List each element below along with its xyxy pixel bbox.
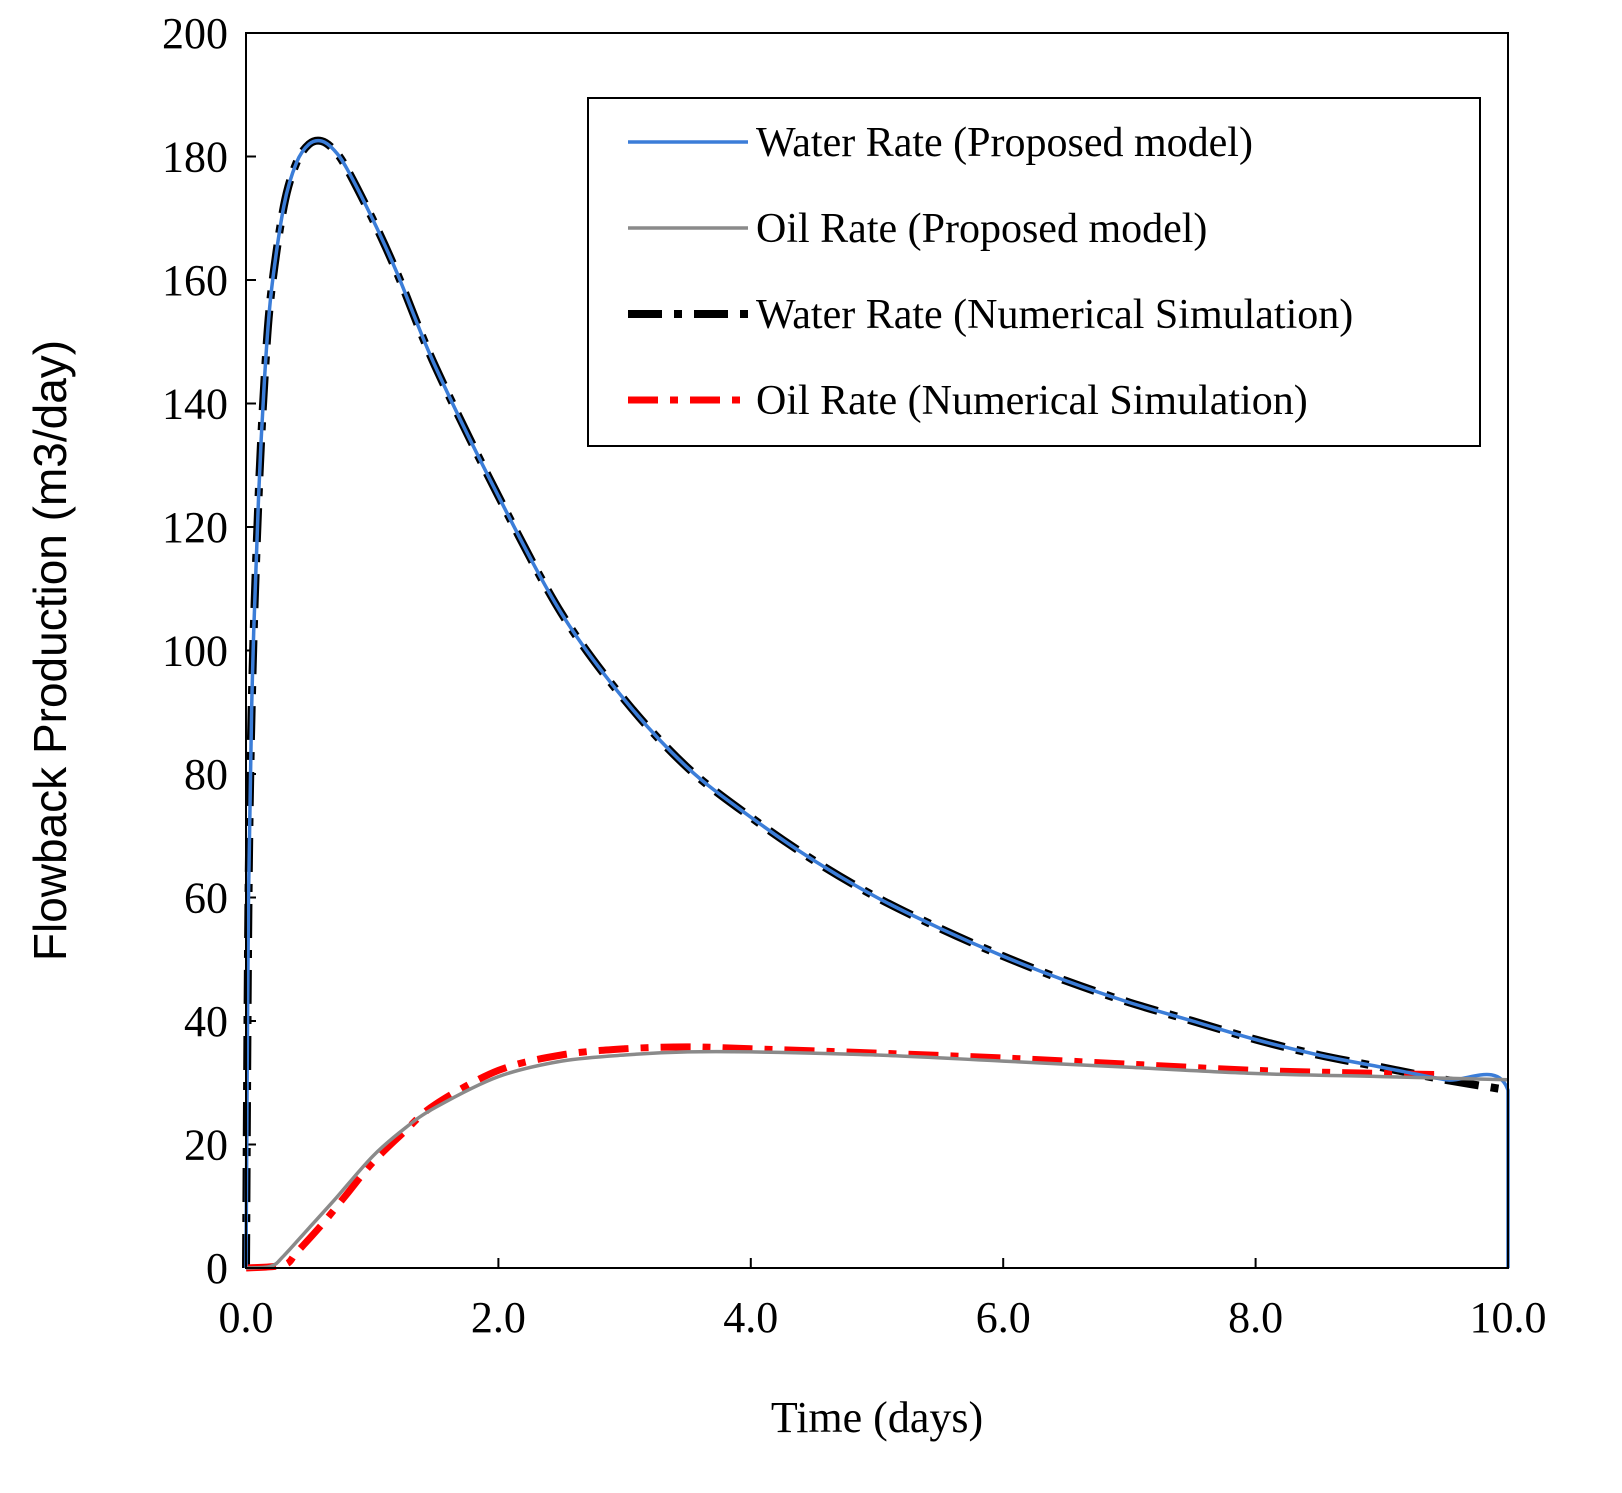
series-line-3 xyxy=(245,1043,1445,1272)
plot-frame xyxy=(245,32,1509,1269)
y-tick-label: 160 xyxy=(162,256,228,305)
legend-label-3: Oil Rate (Numerical Simulation) xyxy=(756,378,1308,424)
x-tick-label: 10.0 xyxy=(1470,1293,1547,1342)
y-tick-label: 20 xyxy=(184,1121,228,1170)
legend-label-0: Water Rate (Proposed model) xyxy=(756,120,1253,166)
x-tick-label: 0.0 xyxy=(219,1293,274,1342)
x-tick-label: 2.0 xyxy=(471,1293,526,1342)
x-tick-label: 6.0 xyxy=(976,1293,1031,1342)
y-tick-label: 200 xyxy=(162,9,228,58)
y-tick-label: 120 xyxy=(162,503,228,552)
legend-label-1: Oil Rate (Proposed model) xyxy=(756,206,1207,252)
axis-ticks: 0 20 40 60 80 100 120 140 160 180 200 0.0 2.0 4.0 6.0 8… xyxy=(162,9,1547,1342)
y-tick-label: 0 xyxy=(206,1244,228,1293)
y-tick-label: 180 xyxy=(162,133,228,182)
legend-label-2: Water Rate (Numerical Simulation) xyxy=(756,292,1353,338)
y-tick-label: 80 xyxy=(184,750,228,799)
x-axis-title: Time (days) xyxy=(771,1393,983,1442)
x-tick-label: 8.0 xyxy=(1228,1293,1283,1342)
legend-box xyxy=(587,97,1481,447)
y-tick-label: 40 xyxy=(184,997,228,1046)
x-tick-label: 4.0 xyxy=(723,1293,778,1342)
y-tick-label: 140 xyxy=(162,380,228,429)
series-line-1 xyxy=(245,1049,1509,1270)
series-layer xyxy=(242,136,1510,1272)
legend: Water Rate (Proposed model) Oil Rate (Pro… xyxy=(587,97,1481,447)
y-tick-label: 100 xyxy=(162,627,228,676)
y-tick-label: 60 xyxy=(184,874,228,923)
y-axis-title: Flowback Production (m3/day) xyxy=(24,340,76,961)
series-line-0 xyxy=(244,138,1510,1269)
